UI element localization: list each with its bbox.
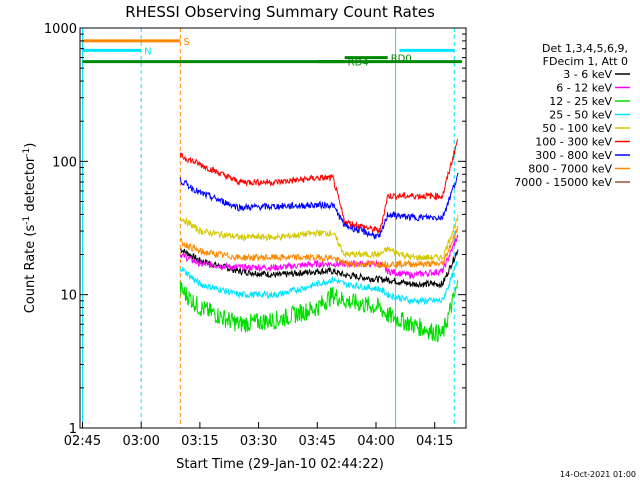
series-line-7 bbox=[180, 225, 459, 269]
y-tick-label-1: 10 bbox=[60, 289, 77, 304]
legend-label-0: 3 - 6 keV bbox=[563, 68, 612, 81]
legend-header-0: Det 1,3,4,5,6,9, bbox=[542, 42, 628, 55]
series-line-2 bbox=[179, 280, 459, 343]
legend-label-7: 800 - 7000 keV bbox=[528, 163, 612, 176]
series-line-5 bbox=[179, 138, 459, 234]
footer-timestamp: 14-Oct-2021 01:00 bbox=[560, 470, 636, 479]
legend-label-8: 7000 - 15000 keV bbox=[514, 176, 612, 189]
legend-label-6: 300 - 800 keV bbox=[535, 149, 612, 162]
legend-label-1: 6 - 12 keV bbox=[556, 82, 612, 95]
x-tick-label-2: 03:15 bbox=[181, 434, 218, 449]
plot-frame bbox=[79, 27, 467, 429]
y-tick-label-0: 1 bbox=[69, 422, 77, 437]
state-bar-label-1: N bbox=[144, 46, 151, 57]
series-line-1 bbox=[179, 234, 459, 279]
y-tick-label-3: 1000 bbox=[44, 22, 77, 37]
series-line-4 bbox=[179, 214, 459, 263]
axes: 02:45 03:00 03:15 03:30 03:45 04:00 04:15 1 10 10… bbox=[44, 22, 466, 449]
legend-header-1: FDecim 1, Att 0 bbox=[543, 55, 628, 68]
x-tick-label-4: 03:45 bbox=[299, 434, 336, 449]
x-tick-label-6: 04:15 bbox=[416, 434, 453, 449]
legend-label-3: 25 - 50 keV bbox=[549, 109, 612, 122]
series-line-0 bbox=[180, 248, 459, 289]
legend: Det 1,3,4,5,6,9,FDecim 1, Att 03 - 6 keV… bbox=[514, 42, 630, 189]
plot-area: S N RD0 RD4 bbox=[81, 28, 463, 428]
state-bar-label-0: S bbox=[183, 37, 189, 48]
x-tick-label-1: 03:00 bbox=[122, 434, 159, 449]
y-tick-label-2: 100 bbox=[52, 155, 77, 170]
x-tick-label-5: 04:00 bbox=[357, 434, 394, 449]
series-line-3 bbox=[179, 260, 459, 306]
series-line-6 bbox=[179, 172, 459, 240]
legend-label-4: 50 - 100 keV bbox=[542, 122, 612, 135]
legend-label-5: 100 - 300 keV bbox=[535, 136, 612, 149]
y-axis-label: Count Rate (s-1 detector-1) bbox=[22, 143, 38, 314]
state-bar-label-5: RD4 bbox=[348, 58, 369, 69]
state-bar-label-4: RD0 bbox=[391, 54, 412, 65]
x-tick-label-3: 03:30 bbox=[240, 434, 277, 449]
legend-label-2: 12 - 25 keV bbox=[549, 95, 612, 108]
x-tick-label-0: 02:45 bbox=[64, 434, 101, 449]
chart-title: RHESSI Observing Summary Count Rates bbox=[125, 3, 435, 21]
x-axis-label: Start Time (29-Jan-10 02:44:22) bbox=[176, 457, 384, 472]
